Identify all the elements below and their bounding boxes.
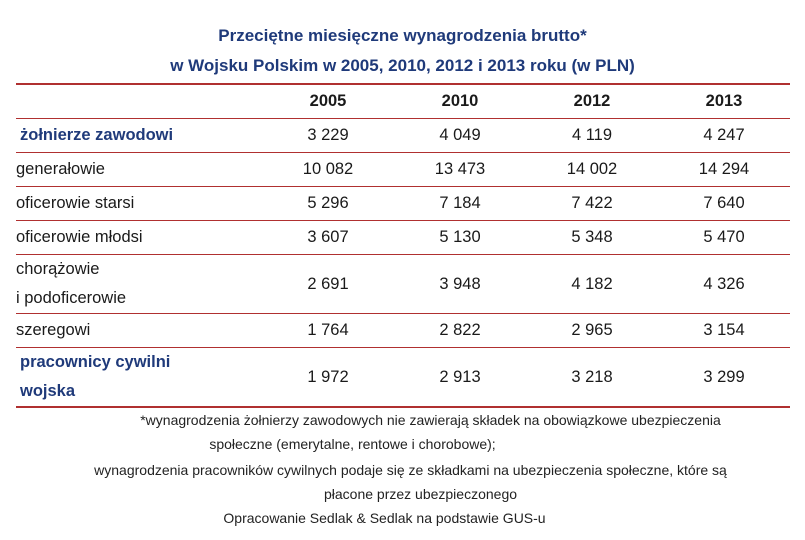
table-row: pracownicy cywilni wojska 1 972 2 913 3 2… — [16, 347, 790, 408]
row-label: generałowie — [16, 152, 262, 187]
row-label-line: i podoficerowie — [16, 289, 127, 307]
table-body: żołnierze zawodowi 3 229 4 049 4 119 4 2… — [16, 118, 790, 408]
value-cell: 3 218 — [526, 347, 658, 408]
table-title-line-2: w Wojsku Polskim w 2005, 2010, 2012 i 20… — [170, 56, 635, 75]
header-year-2005: 2005 — [262, 83, 394, 119]
wage-table: 2005 2010 2012 2013 żołnierze zawodowi 3… — [16, 83, 790, 408]
value-cell: 3 607 — [262, 220, 394, 255]
table-row: oficerowie młodsi 3 607 5 130 5 348 5 47… — [16, 220, 790, 255]
header-label-cell — [16, 83, 262, 119]
header-row: 2005 2010 2012 2013 — [16, 83, 790, 119]
table-row: generałowie 10 082 13 473 14 002 14 294 — [16, 152, 790, 187]
row-label-line: chorążowie — [16, 260, 100, 278]
footnote-line-1: *wynagrodzenia żołnierzy zawodowych nie … — [140, 412, 721, 428]
value-cell: 13 473 — [394, 152, 526, 187]
row-label: żołnierze zawodowi — [16, 118, 262, 153]
header-year-2012: 2012 — [526, 83, 658, 119]
source-note: Opracowanie Sedlak & Sedlak na podstawie… — [223, 510, 546, 526]
value-cell: 5 130 — [394, 220, 526, 255]
value-cell: 3 229 — [262, 118, 394, 153]
row-label-line: pracownicy cywilni — [20, 353, 171, 371]
value-cell: 2 822 — [394, 313, 526, 348]
value-cell: 5 348 — [526, 220, 658, 255]
row-label: szeregowi — [16, 313, 262, 348]
value-cell: 4 326 — [658, 254, 790, 314]
value-cell: 4 049 — [394, 118, 526, 153]
value-cell: 2 691 — [262, 254, 394, 314]
table-row: chorążowie i podoficerowie 2 691 3 948 4 … — [16, 254, 790, 314]
value-cell: 5 296 — [262, 186, 394, 221]
header-year-2013: 2013 — [658, 83, 790, 119]
table-row: oficerowie starsi 5 296 7 184 7 422 7 64… — [16, 186, 790, 221]
value-cell: 4 247 — [658, 118, 790, 153]
table-row: szeregowi 1 764 2 822 2 965 3 154 — [16, 313, 790, 348]
value-cell: 4 119 — [526, 118, 658, 153]
value-cell: 2 965 — [526, 313, 658, 348]
value-cell: 14 002 — [526, 152, 658, 187]
value-cell: 7 422 — [526, 186, 658, 221]
header-year-2010: 2010 — [394, 83, 526, 119]
table-title-line-1: Przeciętne miesięczne wynagrodzenia brut… — [218, 26, 587, 45]
value-cell: 3 948 — [394, 254, 526, 314]
footnote-line-4: płacone przez ubezpieczonego — [323, 486, 518, 502]
value-cell: 1 764 — [262, 313, 394, 348]
value-cell: 10 082 — [262, 152, 394, 187]
row-label: oficerowie młodsi — [16, 220, 262, 255]
value-cell: 5 470 — [658, 220, 790, 255]
value-cell: 7 640 — [658, 186, 790, 221]
value-cell: 3 299 — [658, 347, 790, 408]
row-label: chorążowie i podoficerowie — [16, 254, 262, 314]
row-label: pracownicy cywilni wojska — [16, 347, 262, 408]
value-cell: 2 913 — [394, 347, 526, 408]
row-label: oficerowie starsi — [16, 186, 262, 221]
table-row: żołnierze zawodowi 3 229 4 049 4 119 4 2… — [16, 118, 790, 153]
value-cell: 7 184 — [394, 186, 526, 221]
value-cell: 4 182 — [526, 254, 658, 314]
footnote-line-2: społeczne (emerytalne, rentowe i chorobo… — [209, 436, 496, 452]
value-cell: 3 154 — [658, 313, 790, 348]
footnote-line-3: wynagrodzenia pracowników cywilnych poda… — [94, 462, 727, 478]
value-cell: 14 294 — [658, 152, 790, 187]
value-cell: 1 972 — [262, 347, 394, 408]
row-label-line: wojska — [20, 382, 76, 400]
